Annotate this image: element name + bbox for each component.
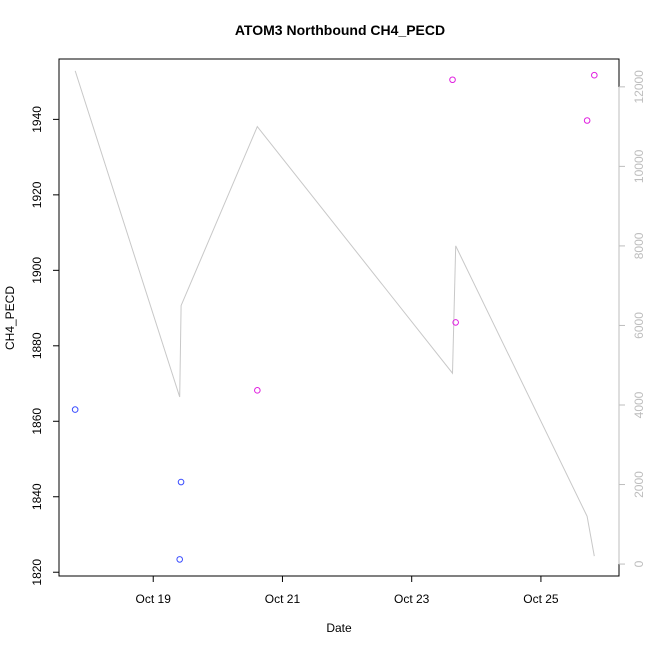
x-tick-label: Oct 19 <box>136 592 172 606</box>
series-layer <box>71 70 598 563</box>
left-y-tick-label: 1840 <box>30 483 44 510</box>
left-y-axis: 1820 1840 1860 1880 1900 1920 1940 <box>30 106 60 586</box>
left-y-tick-label: 1940 <box>30 106 44 133</box>
data-point <box>583 117 591 124</box>
right-y-tick-label: 12000 <box>632 70 646 104</box>
data-point <box>177 478 185 486</box>
right-y-tick-label: 8000 <box>632 232 646 259</box>
data-point <box>176 556 184 563</box>
x-axis: Oct 19 Oct 21 Oct 23 Oct 25 <box>136 575 559 606</box>
x-tick-label: Oct 23 <box>394 592 430 606</box>
data-point <box>452 319 459 326</box>
series-line <box>74 70 595 557</box>
y-axis-label: CH4_PECD <box>3 286 17 350</box>
plot-frame <box>58 58 620 577</box>
x-axis-label: Date <box>326 621 352 635</box>
x-tick-label: Oct 21 <box>265 592 301 606</box>
right-y-tick-label: 6000 <box>632 312 646 339</box>
data-point <box>449 76 456 84</box>
left-y-tick-label: 1900 <box>30 257 44 284</box>
x-tick-label: Oct 25 <box>523 592 559 606</box>
right-y-tick-label: 0 <box>632 560 646 567</box>
right-y-tick-label: 4000 <box>632 391 646 418</box>
right-y-tick-label: 10000 <box>632 149 646 183</box>
left-y-tick-label: 1860 <box>30 408 44 435</box>
data-point <box>591 71 598 79</box>
right-y-axis: 0 2000 4000 6000 8000 10000 12000 <box>618 70 646 567</box>
left-y-tick-label: 1880 <box>30 332 44 359</box>
left-y-tick-label: 1920 <box>30 181 44 208</box>
right-y-tick-label: 2000 <box>632 471 646 498</box>
left-y-tick-label: 1820 <box>30 559 44 586</box>
data-point <box>254 387 261 394</box>
chart-title: ATOM3 Northbound CH4_PECD <box>235 22 445 38</box>
data-point <box>71 406 79 413</box>
